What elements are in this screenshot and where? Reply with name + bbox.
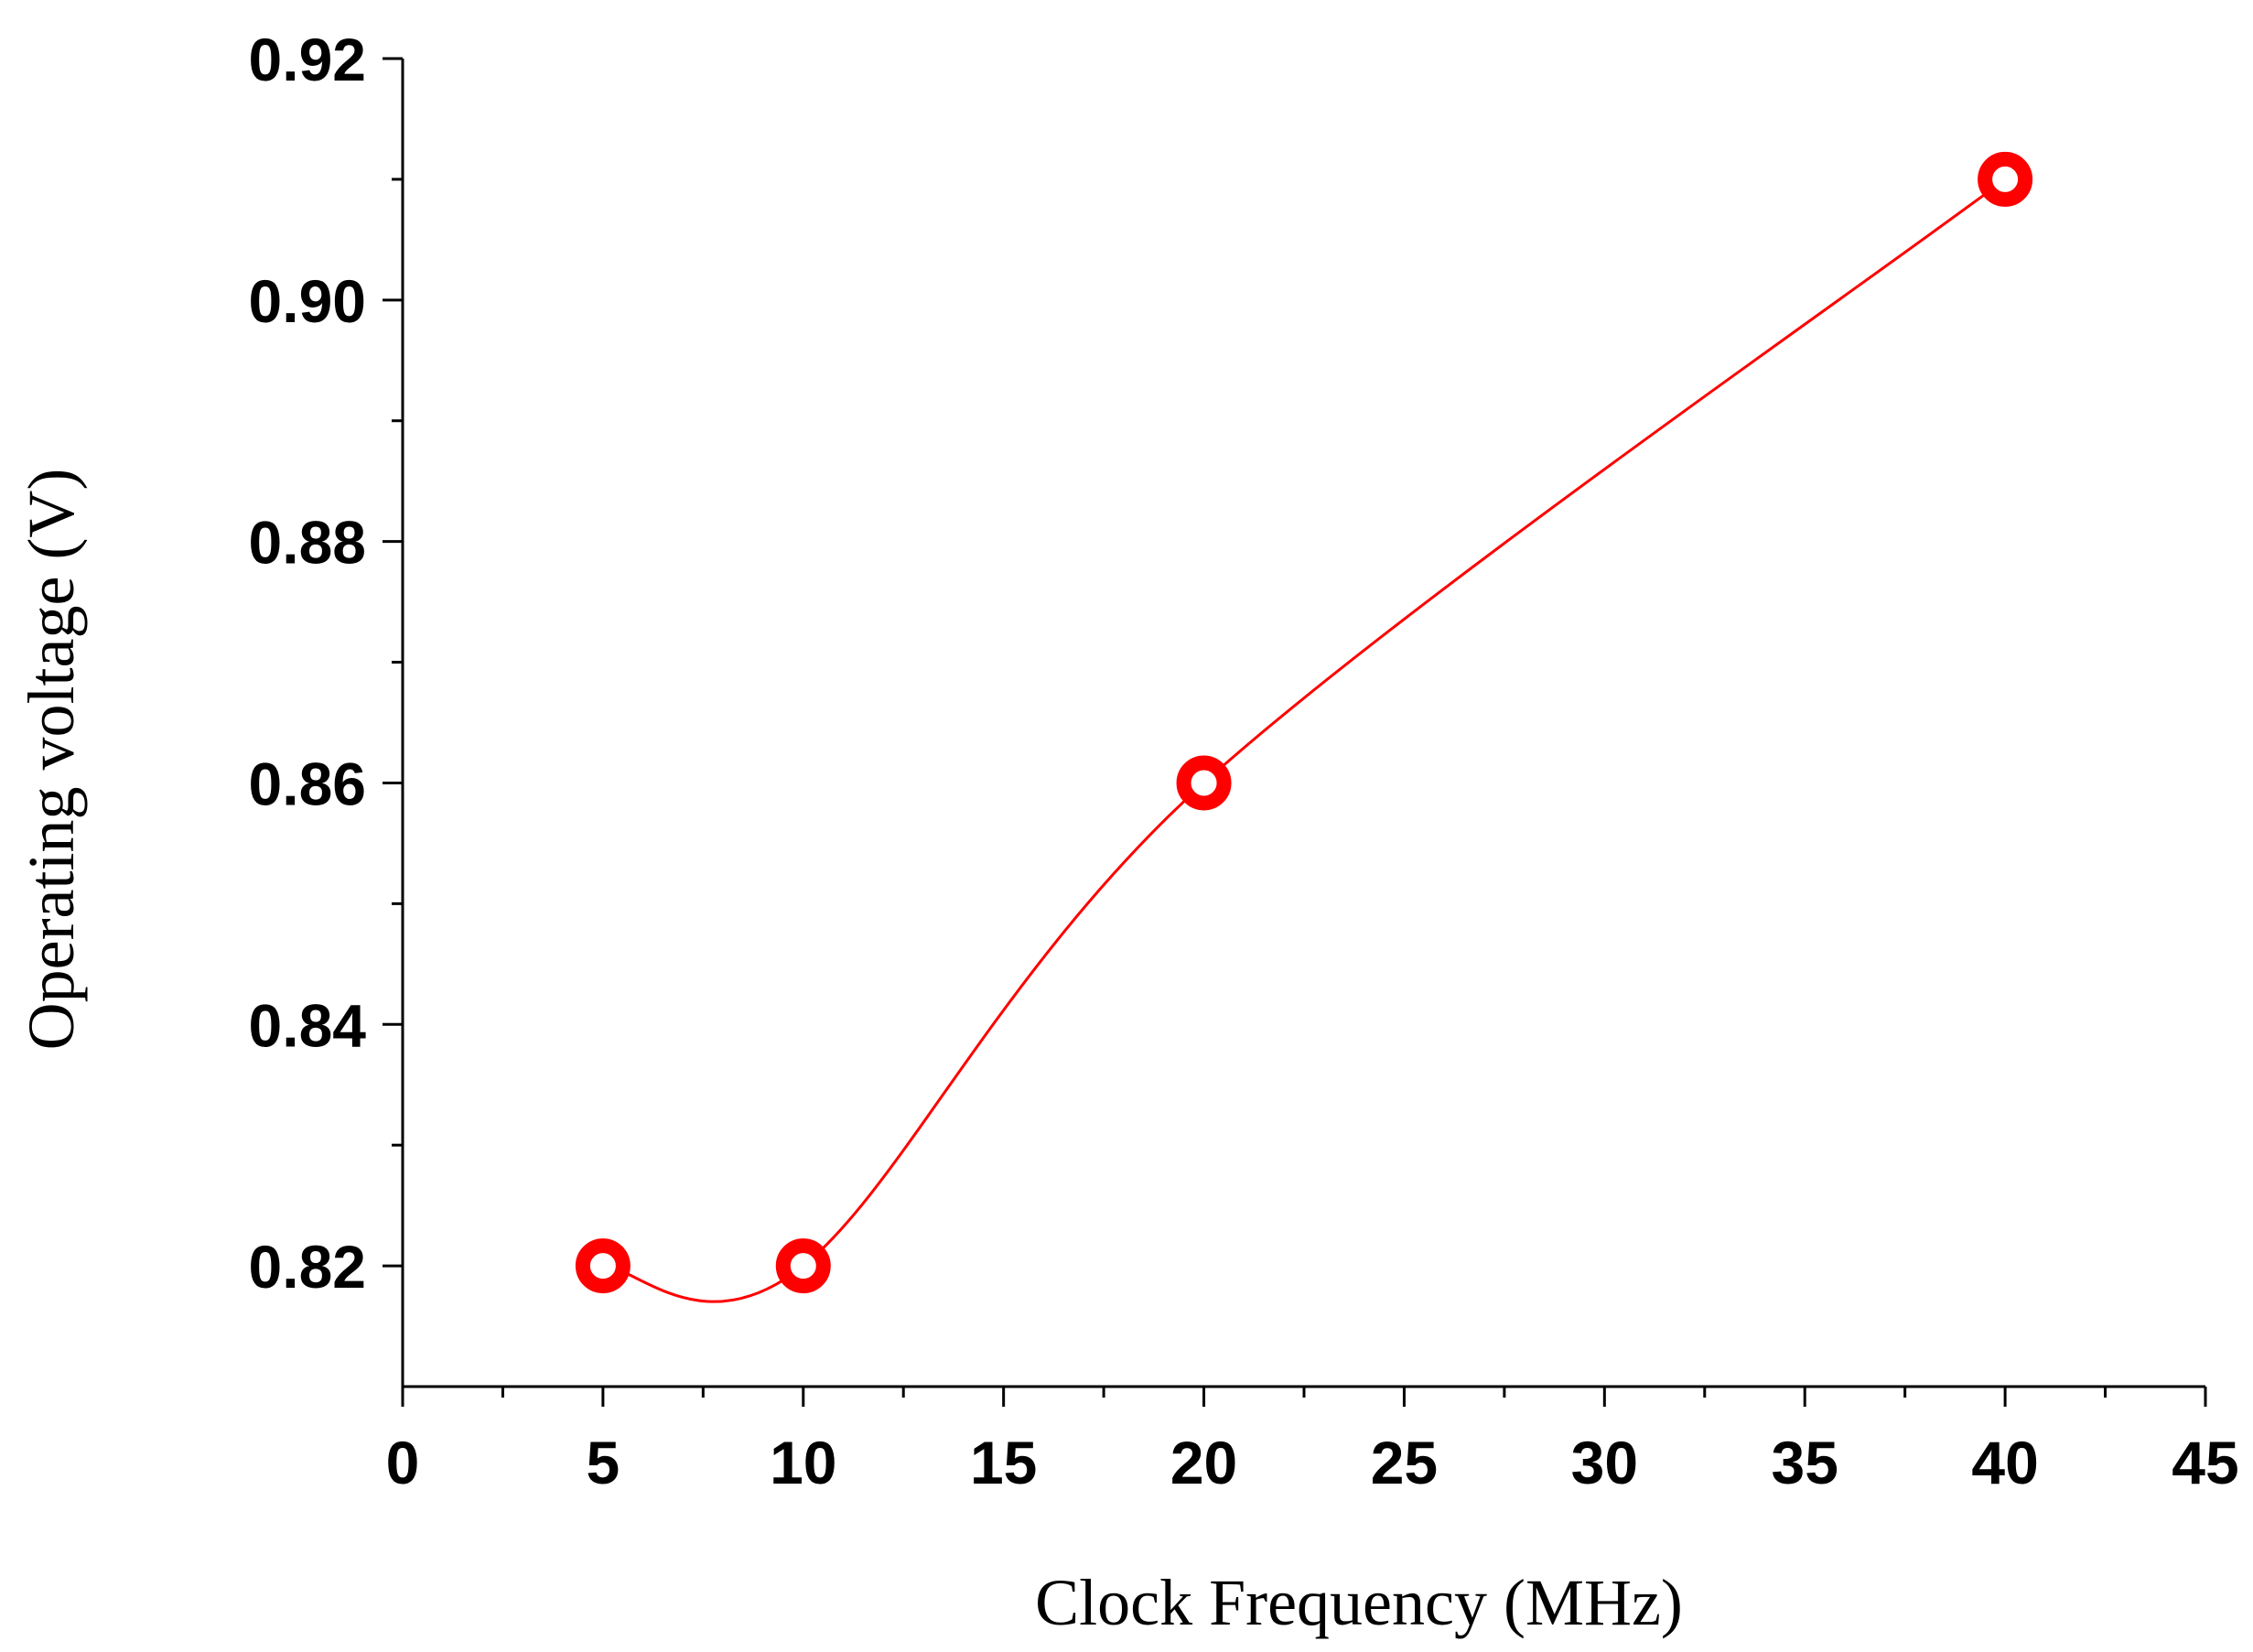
data-point [1176,755,1232,811]
x-tick-label: 35 [1772,1429,1838,1496]
y-tick-label: 0.92 [249,26,366,93]
x-tick-label: 10 [770,1429,836,1496]
y-axis-title: Operating voltage (V) [15,469,88,1051]
x-tick-label: 30 [1571,1429,1638,1496]
x-tick-label: 45 [2172,1429,2238,1496]
axes [383,57,2207,1407]
data-point [775,1238,831,1294]
y-tick-label: 0.88 [249,509,366,577]
x-tick-label: 25 [1371,1429,1438,1496]
x-axis-title: Clock Frequency (MHz) [1035,1566,1683,1639]
y-tick-label: 0.82 [249,1233,366,1301]
x-tick-label: 0 [386,1429,420,1496]
label-layer: 0 5 10 15 20 25 30 35 40 45 0.82 0.84 0.86 0.88 0.90 0.… [249,26,2239,1496]
x-tick-label: 20 [1170,1429,1237,1496]
data-point [575,1238,631,1294]
series-line [602,178,2007,1303]
y-tick-label: 0.84 [249,991,367,1059]
x-tick-label: 40 [1971,1429,2038,1496]
x-tick-label: 5 [587,1429,620,1496]
data-point [1978,151,2033,207]
y-tick-label: 0.90 [249,267,366,335]
x-tick-label: 15 [970,1429,1037,1496]
fit-curve-layer [602,178,2007,1303]
data-point-layer [575,151,2033,1294]
y-tick-label: 0.86 [249,750,366,817]
